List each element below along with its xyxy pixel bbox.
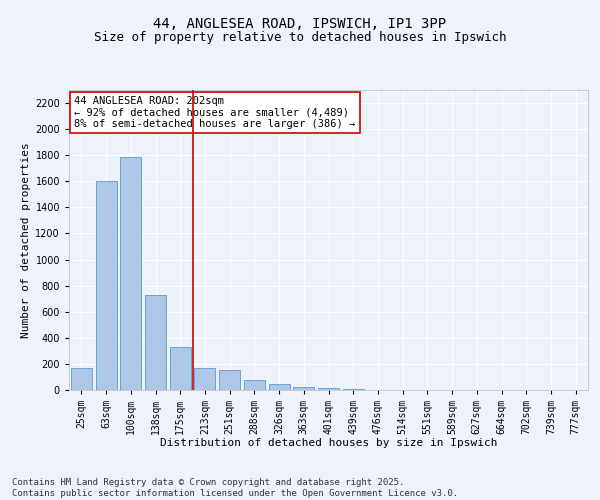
Bar [293,386,314,390]
X-axis label: Distribution of detached houses by size in Ipswich: Distribution of detached houses by size … [160,438,497,448]
Bar [95,182,116,390]
Bar [194,368,215,390]
Bar [219,370,240,390]
Bar [269,384,290,390]
Text: Contains HM Land Registry data © Crown copyright and database right 2025.
Contai: Contains HM Land Registry data © Crown c… [12,478,458,498]
Bar [244,380,265,390]
Text: 44, ANGLESEA ROAD, IPSWICH, IP1 3PP: 44, ANGLESEA ROAD, IPSWICH, IP1 3PP [154,18,446,32]
Bar [170,347,191,390]
Text: 44 ANGLESEA ROAD: 202sqm
← 92% of detached houses are smaller (4,489)
8% of semi: 44 ANGLESEA ROAD: 202sqm ← 92% of detach… [74,96,355,129]
Bar [120,156,141,390]
Bar [145,295,166,390]
Bar [71,368,92,390]
Y-axis label: Number of detached properties: Number of detached properties [21,142,31,338]
Bar [318,388,339,390]
Text: Size of property relative to detached houses in Ipswich: Size of property relative to detached ho… [94,31,506,44]
